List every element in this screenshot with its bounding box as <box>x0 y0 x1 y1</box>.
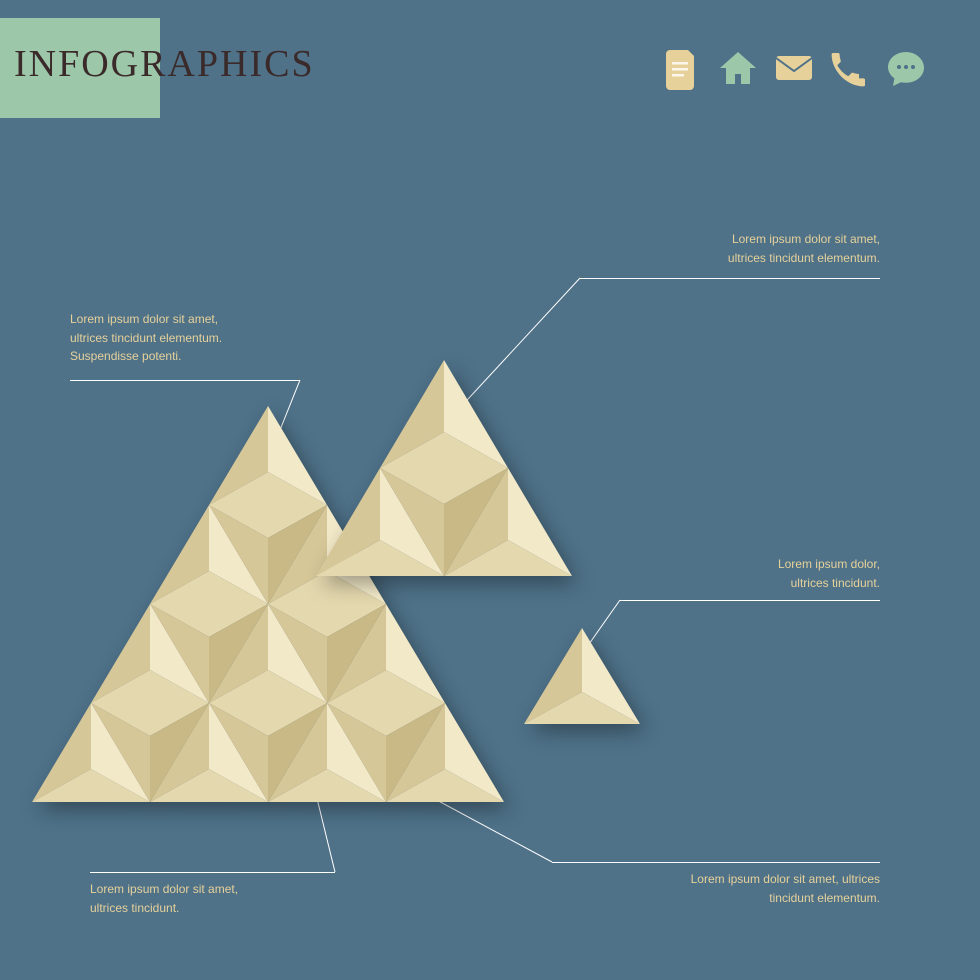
callout-text-c5: Lorem ipsum dolor sit amet, ultrices tin… <box>90 880 390 917</box>
page-title: INFOGRAPHICS <box>14 42 315 86</box>
callout-underline-c1 <box>580 278 880 279</box>
chat-icon[interactable] <box>884 46 928 90</box>
phone-icon[interactable] <box>828 46 872 90</box>
callout-underline-c4 <box>552 862 880 863</box>
callout-underline-c3 <box>620 600 880 601</box>
callout-text-c2: Lorem ipsum dolor sit amet, ultrices tin… <box>70 310 370 366</box>
document-icon[interactable] <box>660 46 704 90</box>
home-icon[interactable] <box>716 46 760 90</box>
callout-text-c1: Lorem ipsum dolor sit amet, ultrices tin… <box>580 230 880 267</box>
mail-icon[interactable] <box>772 46 816 90</box>
callout-text-c4: Lorem ipsum dolor sit amet, ultrices tin… <box>560 870 880 907</box>
callout-text-c3: Lorem ipsum dolor, ultrices tincidunt. <box>630 555 880 592</box>
pyramid-medium <box>316 360 572 576</box>
pyramid-small <box>524 628 640 724</box>
callout-underline-c5 <box>90 872 335 873</box>
